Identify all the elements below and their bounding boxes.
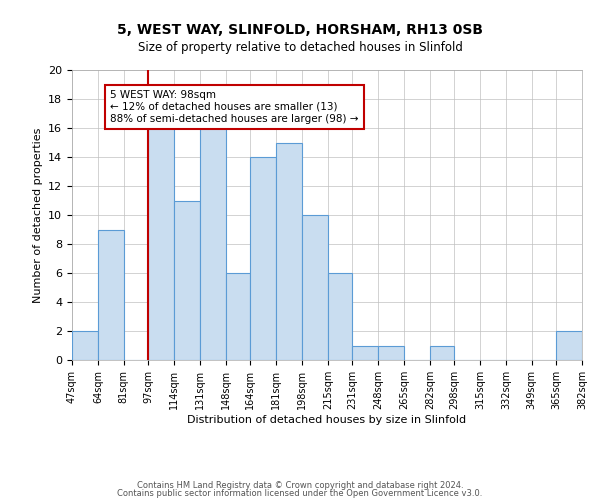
Bar: [556, 331, 582, 360]
X-axis label: Distribution of detached houses by size in Slinfold: Distribution of detached houses by size …: [187, 414, 467, 424]
Y-axis label: Number of detached properties: Number of detached properties: [32, 128, 43, 302]
Bar: [328, 273, 352, 360]
Bar: [200, 128, 226, 360]
Bar: [148, 114, 174, 360]
Text: Size of property relative to detached houses in Slinfold: Size of property relative to detached ho…: [137, 41, 463, 54]
Bar: [98, 230, 124, 360]
Text: Contains HM Land Registry data © Crown copyright and database right 2024.: Contains HM Land Registry data © Crown c…: [137, 480, 463, 490]
Bar: [378, 346, 404, 360]
Bar: [174, 200, 200, 360]
Bar: [430, 346, 454, 360]
Bar: [250, 157, 276, 360]
Bar: [226, 273, 250, 360]
Text: Contains public sector information licensed under the Open Government Licence v3: Contains public sector information licen…: [118, 489, 482, 498]
Bar: [302, 215, 328, 360]
Bar: [352, 346, 378, 360]
Bar: [276, 142, 302, 360]
Text: 5, WEST WAY, SLINFOLD, HORSHAM, RH13 0SB: 5, WEST WAY, SLINFOLD, HORSHAM, RH13 0SB: [117, 22, 483, 36]
Text: 5 WEST WAY: 98sqm
← 12% of detached houses are smaller (13)
88% of semi-detached: 5 WEST WAY: 98sqm ← 12% of detached hous…: [110, 90, 359, 124]
Bar: [72, 331, 98, 360]
